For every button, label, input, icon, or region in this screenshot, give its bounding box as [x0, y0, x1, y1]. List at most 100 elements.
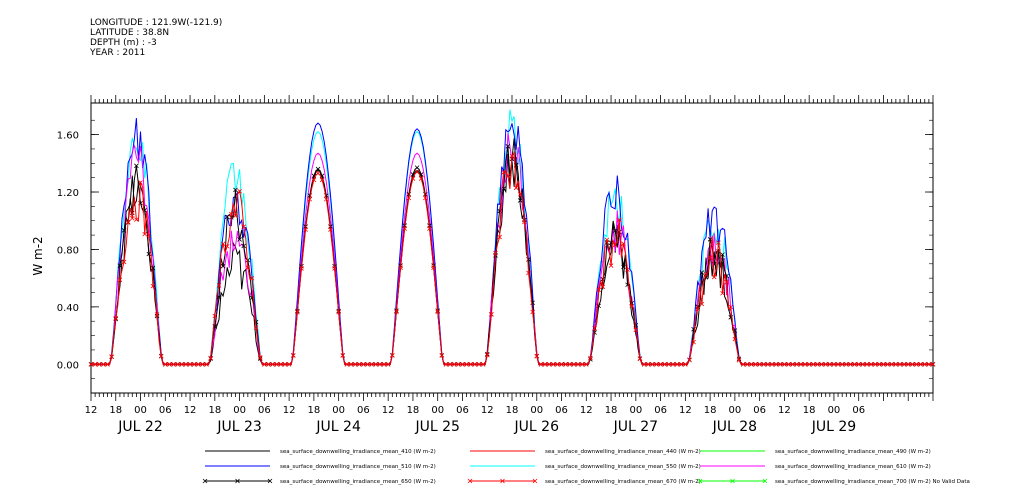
series-marker-670: [839, 362, 845, 367]
series-marker-670: [241, 224, 246, 229]
series-marker-670: [749, 362, 754, 367]
series-marker-670: [484, 352, 490, 358]
series-marker-670: [245, 265, 251, 270]
series-marker-670: [794, 362, 800, 367]
longitude-text: LONGITUDE : 121.9W(-121.9): [90, 18, 223, 28]
series-marker-670: [728, 304, 734, 310]
series-marker-670: [410, 176, 416, 181]
series-marker-670: [497, 234, 502, 240]
series-marker-650: [501, 186, 507, 191]
series-marker-670: [922, 362, 928, 367]
series-marker-670: [92, 362, 98, 367]
series-marker-650: [220, 263, 226, 269]
series-marker-670: [451, 362, 457, 367]
series-marker-670: [852, 362, 857, 367]
date-label: JUL 27: [613, 419, 658, 435]
x-tick-label: 12: [481, 405, 494, 416]
legend-label-650: sea_surface_downwelling_irradiance_mean_…: [280, 479, 436, 485]
series-marker-670: [439, 353, 445, 358]
series-marker-670: [662, 362, 667, 367]
series-marker-670: [703, 272, 709, 277]
series-marker-670: [290, 353, 296, 358]
x-tick-label: 06: [159, 405, 172, 416]
series-marker-670: [926, 362, 932, 367]
series-marker-670: [678, 362, 684, 367]
legend-marker-650: [267, 478, 273, 484]
y-tick-label: 1.20: [57, 188, 79, 199]
series-marker-670: [695, 306, 701, 312]
x-tick-label: 00: [431, 405, 444, 416]
series-marker-650: [592, 330, 597, 335]
series-marker-670: [571, 362, 577, 367]
series-marker-670: [163, 362, 168, 367]
plot-frame: [90, 102, 934, 394]
series-marker-670: [550, 362, 556, 367]
series-marker-670: [815, 362, 820, 367]
series-marker-670: [175, 362, 180, 367]
date-label: JUL 25: [414, 419, 459, 435]
series-marker-670: [390, 353, 395, 358]
series-marker-670: [278, 362, 284, 367]
series-marker-670: [456, 362, 461, 367]
series-marker-670: [295, 309, 300, 315]
series-marker-670: [559, 362, 564, 367]
legend-label-610: sea_surface_downwelling_irradiance_mean_…: [775, 464, 931, 470]
series-marker-670: [526, 270, 531, 276]
series-marker-670: [860, 362, 866, 367]
series-marker-670: [253, 325, 259, 330]
x-tick-label: 06: [654, 405, 667, 416]
x-tick-label: 18: [506, 405, 519, 416]
series-marker-670: [674, 362, 680, 367]
series-marker-670: [464, 362, 469, 367]
series-marker-670: [538, 362, 544, 367]
series-marker-670: [542, 362, 548, 367]
series-marker-670: [332, 266, 337, 271]
series-marker-670: [914, 362, 919, 367]
series-marker-670: [212, 313, 218, 319]
series-marker-670: [303, 227, 308, 232]
series-marker-670: [365, 362, 370, 367]
series-marker-670: [171, 362, 176, 367]
series-marker-670: [604, 237, 610, 243]
series-marker-670: [579, 362, 585, 367]
x-tick-label: 12: [283, 405, 296, 416]
series-marker-670: [315, 171, 321, 176]
series-marker-670: [567, 362, 573, 367]
series-marker-670: [806, 362, 812, 367]
series-marker-670: [361, 362, 366, 367]
series-marker-670: [918, 362, 923, 367]
series-marker-670: [299, 266, 304, 271]
series-marker-670: [369, 362, 374, 367]
series-marker-670: [134, 217, 139, 222]
legend-marker-700: [730, 478, 735, 484]
series-marker-670: [340, 353, 346, 358]
legend-label-700: sea_surface_downwelling_irradiance_mean_…: [775, 479, 970, 485]
series-marker-670: [596, 287, 601, 293]
series-marker-670: [179, 362, 185, 367]
series-marker-670: [109, 354, 114, 359]
series-marker-670: [881, 362, 886, 367]
series-marker-670: [513, 185, 519, 191]
series-marker-670: [835, 362, 841, 367]
series-marker-670: [711, 274, 717, 280]
series-line-410: [91, 153, 933, 365]
x-tick-label: 18: [605, 405, 618, 416]
series-marker-650: [414, 165, 420, 170]
legend-label-510: sea_surface_downwelling_irradiance_mean_…: [280, 464, 436, 470]
y-tick-label: 1.60: [57, 131, 79, 142]
series-marker-670: [761, 362, 767, 367]
series-marker-670: [864, 362, 870, 367]
series-marker-670: [625, 267, 630, 272]
series-marker-670: [158, 353, 164, 359]
series-marker-670: [427, 226, 432, 231]
series-marker-650: [245, 257, 251, 263]
series-marker-670: [889, 362, 895, 367]
x-tick-label: 00: [332, 405, 345, 416]
series-marker-670: [105, 362, 110, 367]
series-marker-650: [612, 228, 618, 233]
series-marker-670: [930, 362, 936, 367]
series-marker-670: [877, 362, 882, 367]
series-marker-670: [150, 283, 156, 289]
series-marker-650: [517, 198, 523, 203]
series-marker-650: [121, 228, 127, 233]
